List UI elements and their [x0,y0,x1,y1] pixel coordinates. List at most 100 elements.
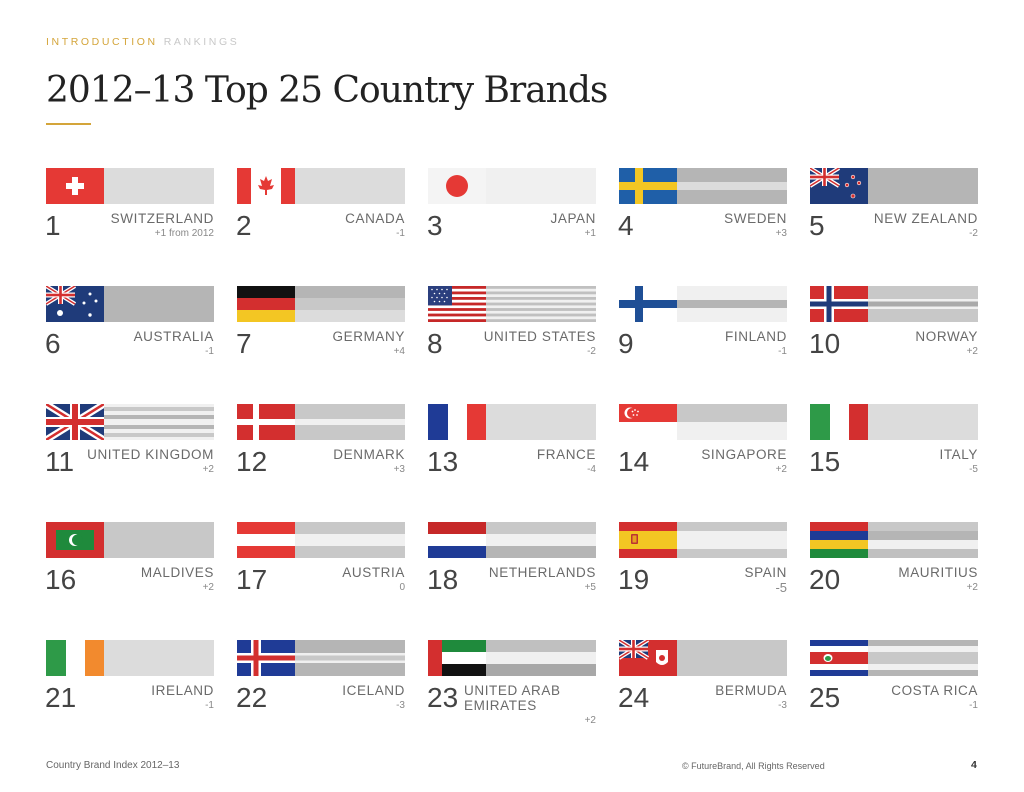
rank-number: 14 [618,446,650,477]
rank-number: 5 [809,210,825,241]
country-name: SINGAPORE [701,447,787,462]
rank-change: -5 [969,464,978,475]
breadcrumb-section[interactable]: INTRODUCTION [46,36,158,48]
rank-number: 23 [427,682,459,713]
bermuda-flag-icon [619,640,677,676]
flag-band [237,522,405,558]
flag-band [619,640,787,676]
country-name: IRELAND [151,683,214,698]
rank-number: 24 [618,682,650,713]
rank-change: 0 [399,582,405,593]
color-bar [486,640,596,676]
canada-flag-icon [237,168,295,204]
color-bar [295,168,405,204]
flag-band [46,640,214,676]
color-bar [677,640,787,676]
color-bar [677,286,787,322]
rank-number: 15 [809,446,841,477]
rank-number: 11 [45,446,75,477]
color-bar [486,404,596,440]
rank-change: +2 [775,464,787,475]
united-kingdom-flag-icon [46,404,104,440]
rank-number: 19 [618,564,650,595]
color-bar [486,168,596,204]
rank-change: -2 [587,346,596,357]
breadcrumb-subsection[interactable]: RANKINGS [163,36,240,48]
color-bar [868,522,978,558]
ranking-item: 17 AUSTRIA 0 [236,522,405,602]
rank-change: +1 [584,228,596,239]
country-name: COSTA RICA [891,683,978,698]
norway-flag-icon [810,286,868,322]
title-underline [46,123,91,125]
country-name: SPAIN [744,565,787,580]
iceland-flag-icon [237,640,295,676]
rank-number: 4 [618,210,634,241]
rank-number: 8 [427,328,443,359]
ranking-item: 3 JAPAN +1 [427,168,596,248]
ranking-item: 21 IRELAND -1 [45,640,214,720]
ranking-item: 16 MALDIVES +2 [45,522,214,602]
flag-band [237,404,405,440]
flag-band [237,168,405,204]
color-bar [295,286,405,322]
flag-band [46,168,214,204]
flag-band [428,640,596,676]
rank-change: -3 [396,700,405,711]
sweden-flag-icon [619,168,677,204]
rank-change: +2 [202,464,214,475]
ranking-item: 25 COSTA RICA -1 [809,640,978,720]
maldives-flag-icon [46,522,104,558]
country-name: GERMANY [332,329,405,344]
flag-band [810,522,978,558]
country-name: NORWAY [915,329,978,344]
rank-change: +2 [966,582,978,593]
rank-change: -4 [587,464,596,475]
color-bar [295,404,405,440]
rank-number: 1 [45,210,61,241]
ranking-item: 22 ICELAND -3 [236,640,405,720]
rank-number: 18 [427,564,459,595]
color-bar [868,640,978,676]
ranking-item: 24 BERMUDA -3 [618,640,787,720]
color-bar [104,522,214,558]
rank-change: -1 [778,346,787,357]
country-name: DENMARK [333,447,405,462]
australia-flag-icon [46,286,104,322]
color-bar [677,522,787,558]
rank-change: +4 [393,346,405,357]
breadcrumb: INTRODUCTION RANKINGS [46,36,239,48]
flag-band [810,404,978,440]
ranking-item: 10 NORWAY +2 [809,286,978,366]
united-states-flag-icon [428,286,486,322]
rank-change: -1 [205,346,214,357]
rank-number: 17 [236,564,268,595]
ranking-item: 18 NETHERLANDS +5 [427,522,596,602]
rank-number: 22 [236,682,268,713]
rank-change: -5 [775,580,787,595]
flag-band [428,404,596,440]
france-flag-icon [428,404,486,440]
ranking-item: 7 GERMANY +4 [236,286,405,366]
color-bar [868,286,978,322]
mauritius-flag-icon [810,522,868,558]
color-bar [295,522,405,558]
page-title: 2012–13 Top 25 Country Brands [46,70,608,111]
flag-band [428,522,596,558]
rank-number: 16 [45,564,77,595]
finland-flag-icon [619,286,677,322]
rank-number: 25 [809,682,841,713]
rank-number: 2 [236,210,252,241]
country-name: UNITED STATES [483,329,596,344]
color-bar [486,522,596,558]
switzerland-flag-icon [46,168,104,204]
rank-number: 10 [809,328,841,359]
ireland-flag-icon [46,640,104,676]
flag-band [46,404,214,440]
ranking-item: 5 NEW ZEALAND -2 [809,168,978,248]
country-name: CANADA [345,211,405,226]
japan-flag-icon [428,168,486,204]
rank-change: +3 [775,228,787,239]
ranking-item: 6 AUSTRALIA -1 [45,286,214,366]
country-name: FINLAND [725,329,787,344]
